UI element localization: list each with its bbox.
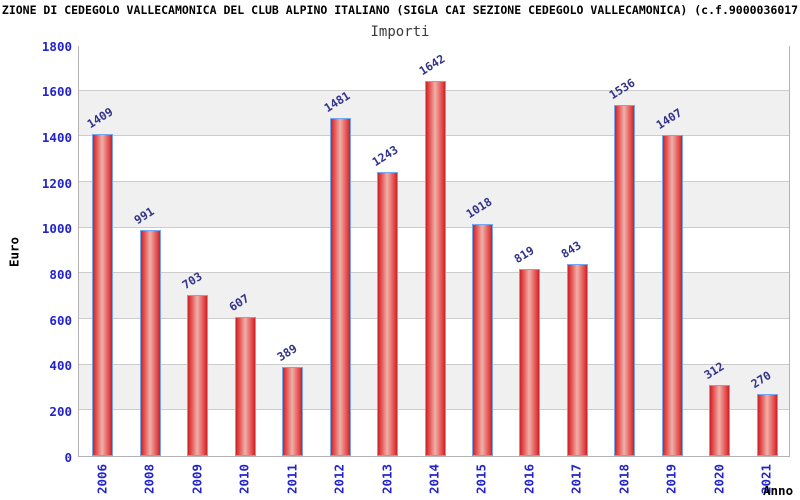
x-tick-label-2017: 2017 bbox=[568, 463, 584, 495]
x-tick-label-2006: 2006 bbox=[94, 463, 110, 495]
y-tick-label: 600 bbox=[49, 312, 72, 328]
bar-2011 bbox=[282, 367, 304, 456]
bar-2012 bbox=[329, 117, 351, 456]
x-tick-label-2016: 2016 bbox=[521, 463, 537, 495]
y-tick-label: 1800 bbox=[41, 38, 72, 54]
x-axis-tick-labels: 2006 2008 2009 2010 2011 2012 2013 2014 2015 2016… bbox=[78, 458, 790, 500]
y-axis-tick-labels: 0 200 400 600 800 1000 1200 1400 1600 1800 bbox=[0, 39, 72, 465]
y-tick-label: 400 bbox=[49, 358, 72, 374]
bar-2015 bbox=[471, 223, 493, 456]
plot-area: 1409 991 703 607 389 1481 1243 1642 1018 819 843 15… bbox=[78, 45, 790, 457]
y-tick-label: 200 bbox=[49, 403, 72, 419]
x-tick-label-2011: 2011 bbox=[284, 463, 300, 495]
bar-2019 bbox=[661, 134, 683, 456]
y-tick-label: 1600 bbox=[41, 84, 72, 100]
bar-2018 bbox=[614, 105, 636, 456]
x-axis-title: Anno bbox=[763, 483, 794, 498]
bar-2006 bbox=[92, 134, 114, 456]
x-tick-label-2012: 2012 bbox=[331, 463, 347, 495]
chart-subtitle: Importi bbox=[370, 24, 430, 40]
y-tick-label: 1400 bbox=[41, 129, 72, 145]
bar-2010 bbox=[234, 317, 256, 456]
bar-2020 bbox=[709, 384, 731, 456]
bar-2008 bbox=[139, 229, 161, 456]
bar-2014 bbox=[424, 81, 446, 456]
bar-2016 bbox=[519, 269, 541, 456]
x-tick-label-2020: 2020 bbox=[711, 463, 727, 495]
x-tick-label-2019: 2019 bbox=[663, 463, 679, 495]
x-tick-label-2015: 2015 bbox=[473, 463, 489, 495]
chart-title: ZIONE DI CEDEGOLO VALLECAMONICA DEL CLUB… bbox=[1, 3, 799, 17]
bar-2013 bbox=[377, 172, 399, 456]
x-tick-label-2010: 2010 bbox=[236, 463, 252, 495]
bar-2021 bbox=[756, 394, 778, 456]
y-tick-label: 800 bbox=[49, 266, 72, 282]
x-tick-label-2008: 2008 bbox=[141, 463, 157, 495]
x-tick-label-2014: 2014 bbox=[426, 463, 442, 495]
y-tick-label: 0 bbox=[64, 449, 72, 465]
bar-2009 bbox=[187, 295, 209, 456]
y-tick-label: 1200 bbox=[41, 175, 72, 191]
x-tick-label-2013: 2013 bbox=[379, 463, 395, 495]
bar-2017 bbox=[566, 263, 588, 456]
y-tick-label: 1000 bbox=[41, 221, 72, 237]
x-tick-label-2018: 2018 bbox=[616, 463, 632, 495]
x-tick-label-2009: 2009 bbox=[189, 463, 205, 495]
